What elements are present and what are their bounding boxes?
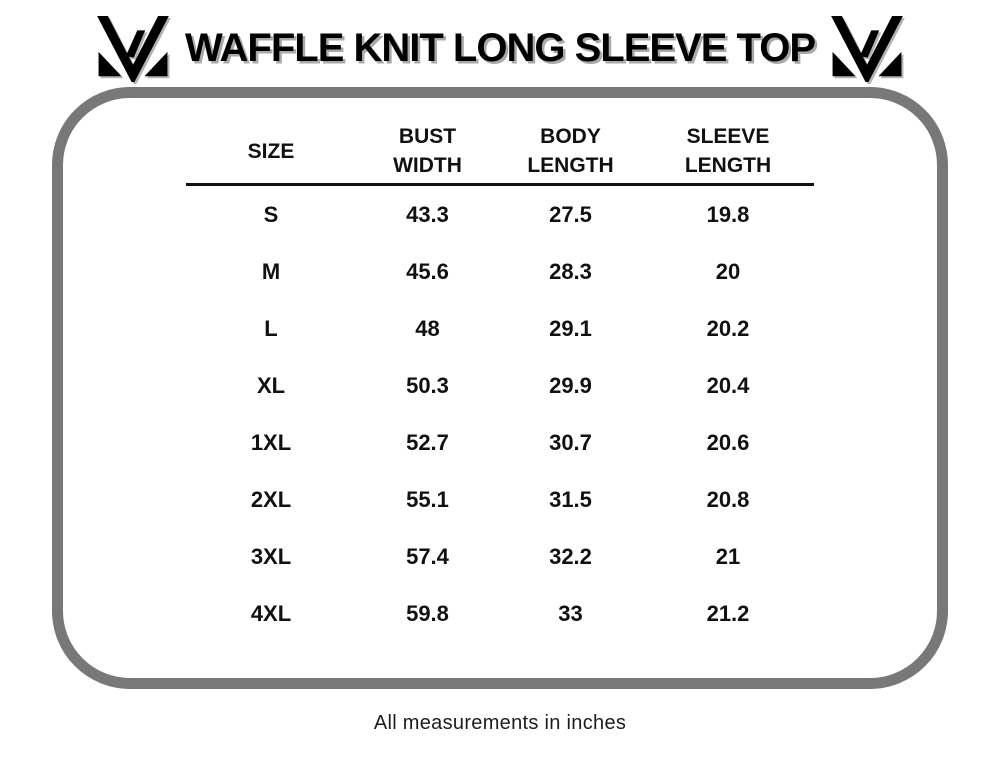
- measurement-unit-note: All measurements in inches: [373, 712, 627, 734]
- body-length-value: 30.7: [549, 429, 592, 455]
- column-header-line: SLEEVE: [686, 125, 770, 148]
- sleeve-length-value: 20.2: [706, 315, 750, 341]
- size-label: 4XL: [250, 600, 292, 626]
- sleeve-length-value: 20.6: [706, 429, 750, 455]
- sleeve-length-value: 21: [715, 543, 741, 569]
- table-row: S 43.3 27.5 19.8: [186, 186, 814, 243]
- size-label: M: [261, 258, 281, 284]
- body-length-value: 29.1: [549, 315, 592, 341]
- body-length-value: 32.2: [549, 543, 592, 569]
- size-label: 2XL: [250, 486, 292, 512]
- column-header-line: LENGTH: [527, 154, 614, 177]
- bust-width-value: 48: [415, 315, 440, 341]
- column-header-line: BODY: [540, 125, 601, 148]
- table-row: L 48 29.1 20.2: [186, 300, 814, 357]
- table-header: SIZE BUST WIDTH BODY LENGTH SLEEVE LENGT…: [186, 122, 814, 180]
- body-length-value: 31.5: [549, 486, 592, 512]
- size-label: 1XL: [250, 429, 292, 455]
- sleeve-length-value: 21.2: [706, 600, 750, 626]
- brand-logo-icon: [831, 15, 903, 82]
- size-label: S: [263, 201, 279, 227]
- table-row: 4XL 59.8 33 21.2: [186, 585, 814, 642]
- body-length-value: 29.9: [549, 372, 592, 398]
- table-row: 2XL 55.1 31.5 20.8: [186, 471, 814, 528]
- sleeve-length-value: 19.8: [706, 201, 750, 227]
- size-chart-box: SIZE BUST WIDTH BODY LENGTH SLEEVE LENGT…: [52, 87, 948, 689]
- table-row: XL 50.3 29.9 20.4: [186, 357, 814, 414]
- column-header-bust-width: BUST WIDTH: [356, 122, 499, 180]
- bust-width-value: 45.6: [406, 258, 449, 284]
- size-label: L: [264, 315, 278, 341]
- column-header-line: LENGTH: [684, 154, 772, 177]
- sleeve-length-value: 20.4: [706, 372, 750, 398]
- body-length-value: 28.3: [549, 258, 592, 284]
- bust-width-value: 57.4: [406, 543, 449, 569]
- table-row: M 45.6 28.3 20: [186, 243, 814, 300]
- header: WAFFLE KNIT LONG SLEEVE TOP: [0, 0, 1000, 82]
- size-label: 3XL: [250, 543, 292, 569]
- table-row: 1XL 52.7 30.7 20.6: [186, 414, 814, 471]
- bust-width-value: 43.3: [406, 201, 449, 227]
- bust-width-value: 59.8: [406, 600, 449, 626]
- table-body: S 43.3 27.5 19.8 M 45.6 28.3 20 L 48 29.…: [186, 186, 814, 642]
- sleeve-length-value: 20: [715, 258, 741, 284]
- column-header-line: WIDTH: [393, 154, 462, 177]
- column-header-size: SIZE: [186, 122, 356, 180]
- header-divider-line: [186, 183, 814, 186]
- bust-width-value: 55.1: [406, 486, 449, 512]
- table-row: 3XL 57.4 32.2 21: [186, 528, 814, 585]
- column-header-body-length: BODY LENGTH: [499, 122, 642, 180]
- body-length-value: 27.5: [549, 201, 592, 227]
- page-title: WAFFLE KNIT LONG SLEEVE TOP: [184, 26, 816, 70]
- column-header-sleeve-length: SLEEVE LENGTH: [642, 122, 814, 180]
- size-table: SIZE BUST WIDTH BODY LENGTH SLEEVE LENGT…: [186, 122, 814, 642]
- bust-width-value: 52.7: [406, 429, 449, 455]
- body-length-value: 33: [558, 600, 583, 626]
- sleeve-length-value: 20.8: [706, 486, 750, 512]
- bust-width-value: 50.3: [406, 372, 449, 398]
- size-label: XL: [256, 372, 286, 398]
- column-header-line: SIZE: [247, 139, 295, 163]
- brand-logo-icon: [97, 15, 169, 82]
- column-header-line: BUST: [398, 125, 457, 148]
